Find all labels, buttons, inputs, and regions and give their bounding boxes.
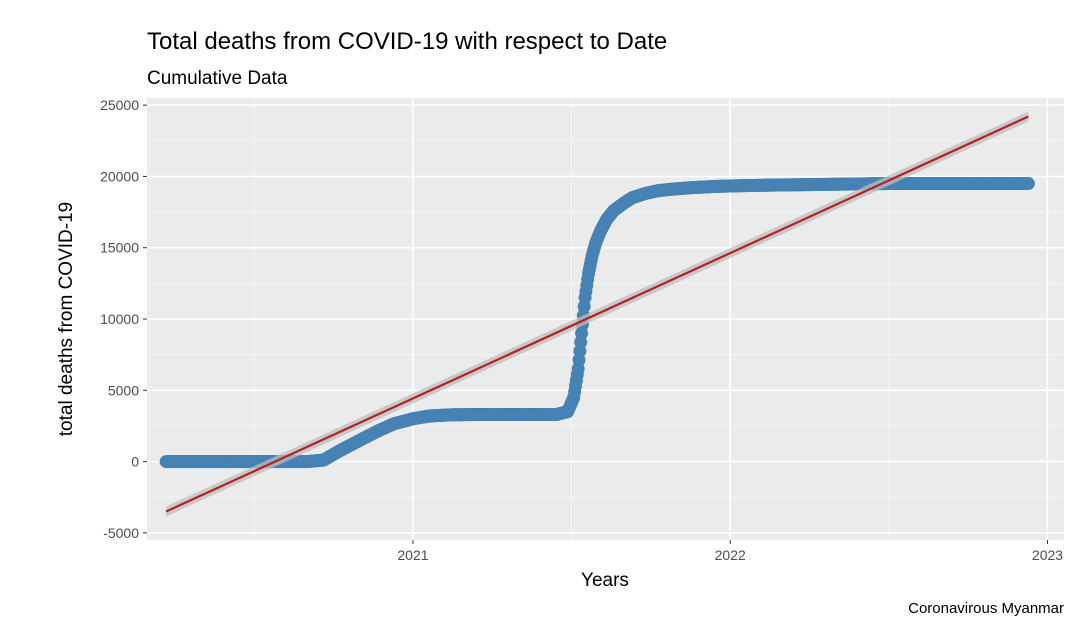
chart-caption: Coronavirous Myanmar bbox=[908, 600, 1064, 617]
data-marks bbox=[159, 111, 1035, 517]
x-axis-title: Years bbox=[581, 570, 629, 591]
x-tick-label: 2021 bbox=[397, 547, 428, 563]
y-tick-label: 20000 bbox=[100, 168, 139, 184]
y-tick-label: 25000 bbox=[100, 97, 139, 113]
y-tick-label: 0 bbox=[131, 454, 139, 470]
axis-ticks: -5000 0 5000 10000 15000 20000 25000 2021 2022 20… bbox=[100, 97, 1063, 563]
x-tick-label: 2023 bbox=[1032, 547, 1063, 563]
y-tick-label: 10000 bbox=[100, 311, 139, 327]
data-point bbox=[1021, 177, 1035, 191]
fit-line bbox=[165, 115, 1029, 513]
y-tick-label: 5000 bbox=[108, 382, 139, 398]
y-tick-label: 15000 bbox=[100, 240, 139, 256]
x-tick-label: 2022 bbox=[715, 547, 746, 563]
chart-subtitle: Cumulative Data bbox=[147, 68, 288, 89]
chart-title: Total deaths from COVID-19 with respect … bbox=[147, 28, 668, 55]
y-tick-label: -5000 bbox=[103, 525, 139, 541]
y-axis-title: total deaths from COVID-19 bbox=[56, 202, 77, 436]
grid-lines bbox=[147, 98, 1064, 540]
